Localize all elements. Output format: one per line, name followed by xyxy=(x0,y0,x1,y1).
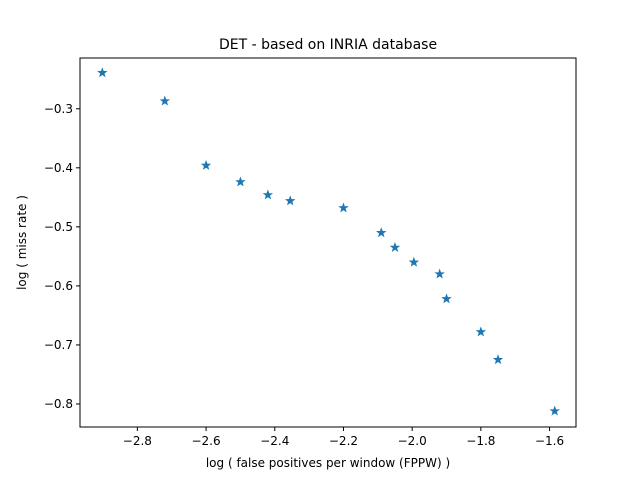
y-tick-label: −0.6 xyxy=(44,279,73,293)
plot-area: −2.8 −2.6 −2.4 −2.2 −2.0 −1.8 −1.6 −0.3−0.4−0.… xyxy=(44,57,577,448)
y-tick-label: −0.8 xyxy=(44,397,73,411)
x-tick-label: −2.6 xyxy=(191,434,220,448)
data-point xyxy=(338,202,349,213)
data-point xyxy=(200,159,212,170)
data-point xyxy=(285,195,296,206)
data-point xyxy=(408,256,420,267)
chart-title: DET - based on INRIA database xyxy=(219,37,437,53)
y-tick-label: −0.5 xyxy=(44,220,73,234)
y-axis-ticks: −0.3 −0.4 −0.5 −0.6 −0.7 −0.8 xyxy=(44,102,80,411)
x-axis-ticks: −2.8 −2.6 −2.4 −2.2 −2.0 −1.8 −1.6 xyxy=(123,427,564,448)
x-axis-label: log ( false positives per window (FPPW) … xyxy=(206,456,450,470)
x-tick-label: −2.0 xyxy=(398,434,427,448)
data-point xyxy=(389,242,401,252)
x-tick-label: −2.4 xyxy=(260,434,289,448)
data-point xyxy=(441,293,452,304)
x-tick-label: −1.8 xyxy=(466,434,495,448)
data-point xyxy=(475,326,487,337)
y-tick-label: −0.7 xyxy=(44,338,73,352)
data-point xyxy=(434,268,445,279)
data-point xyxy=(549,405,560,416)
y-tick-label: −0.4 xyxy=(44,161,73,175)
data-point xyxy=(492,354,504,365)
plot-frame xyxy=(79,57,577,428)
data-point xyxy=(97,67,108,78)
data-point xyxy=(235,176,246,187)
data-point xyxy=(376,227,387,238)
data-point xyxy=(159,95,171,106)
y-axis-label: log ( miss rate ) xyxy=(15,195,29,290)
data-points xyxy=(97,67,560,416)
x-tick-label: −2.8 xyxy=(123,434,152,448)
data-point xyxy=(262,189,274,200)
x-tick-label: −2.2 xyxy=(329,434,358,448)
x-tick-label: −1.6 xyxy=(535,434,564,448)
y-tick-label: −0.3 xyxy=(44,102,73,116)
